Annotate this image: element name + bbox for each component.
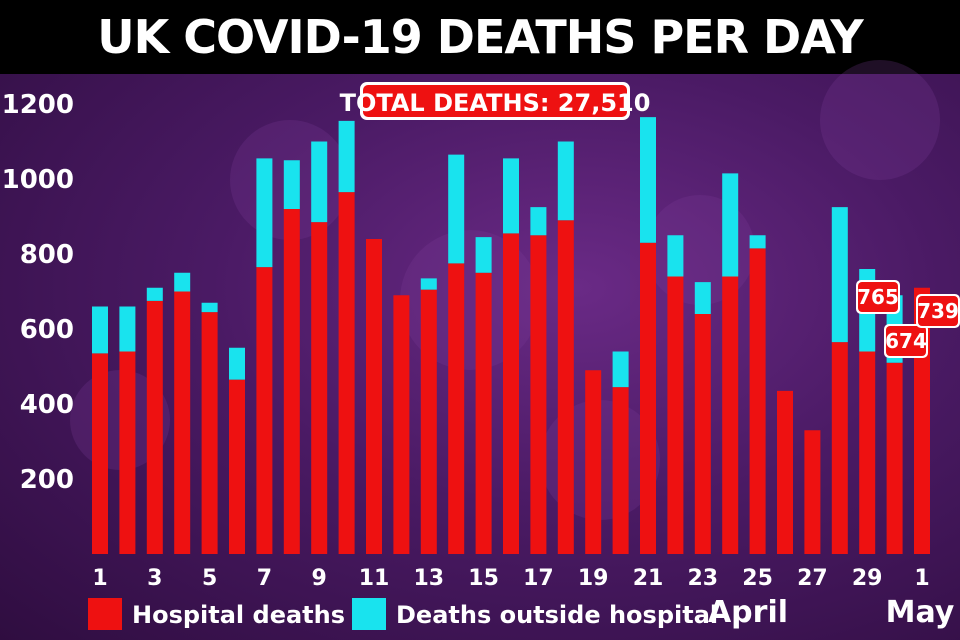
bar-hospital-27 <box>831 342 848 554</box>
y-tick-label-600: 600 <box>20 315 74 345</box>
value-label-29: 674 <box>884 324 928 358</box>
x-tick-label-4: 5 <box>202 566 217 591</box>
value-label-text-30: 739 <box>917 299 959 323</box>
bar-hospital-21 <box>667 276 684 554</box>
bar-outside-27 <box>831 207 848 343</box>
bar-hospital-10 <box>366 239 382 554</box>
bar-hospital-13 <box>448 263 465 554</box>
bar-hospital-1 <box>119 351 136 554</box>
bar-outside-16 <box>530 207 547 236</box>
x-tick-label-2: 3 <box>147 566 162 591</box>
bar-outside-17 <box>557 141 574 221</box>
bar-hospital-11 <box>393 295 410 554</box>
bar-hospital-7 <box>283 209 300 554</box>
bar-outside-20 <box>640 117 656 243</box>
bar-outside-23 <box>722 173 739 277</box>
value-label-box-28 <box>858 282 898 312</box>
bar-outside-19 <box>612 351 629 388</box>
callout-box <box>363 85 627 117</box>
bar-hospital-5 <box>229 379 245 554</box>
value-label-text-28: 765 <box>857 285 899 309</box>
bar-outside-24 <box>749 235 766 249</box>
title-bar: UK COVID-19 DEATHS PER DAY <box>0 0 960 74</box>
bar-outside-8 <box>311 141 328 223</box>
bar-hospital-23 <box>722 276 739 554</box>
bar-outside-4 <box>201 302 218 313</box>
bar-hospital-28 <box>859 351 876 554</box>
bar-hospital-6 <box>256 267 273 554</box>
bar-outside-7 <box>283 160 300 209</box>
bar-hospital-0 <box>92 353 108 554</box>
chart-title: UK COVID-19 DEATHS PER DAY <box>97 10 863 64</box>
bar-outside-21 <box>667 235 684 277</box>
bar-outside-6 <box>256 158 273 268</box>
bar-outside-22 <box>694 282 711 314</box>
bar-hospital-17 <box>557 220 574 554</box>
bar-outside-14 <box>475 237 492 273</box>
virus-decoration-3 <box>820 60 940 180</box>
bar-hospital-3 <box>174 291 191 554</box>
bar-outside-5 <box>229 347 245 380</box>
bar-hospital-14 <box>475 272 492 554</box>
bar-hospital-12 <box>420 289 437 554</box>
bar-hospital-18 <box>585 370 602 554</box>
month-label-april: April <box>708 595 788 630</box>
value-label-30: 739 <box>916 294 960 328</box>
value-label-box-29 <box>886 326 926 356</box>
legend-label-0: Hospital deaths <box>132 601 345 629</box>
x-tick-label-22: 23 <box>687 566 718 591</box>
bar-hospital-25 <box>777 390 793 554</box>
x-tick-label-16: 17 <box>523 566 554 591</box>
bar-outside-3 <box>174 272 191 292</box>
bar-hospital-15 <box>503 233 519 554</box>
y-tick-label-200: 200 <box>20 465 74 495</box>
x-tick-label-10: 11 <box>359 566 390 591</box>
x-tick-label-14: 15 <box>468 566 499 591</box>
x-tick-label-0: 1 <box>92 566 107 591</box>
value-label-28: 765 <box>856 280 900 314</box>
y-tick-label-800: 800 <box>20 240 74 270</box>
x-tick-label-6: 7 <box>257 566 272 591</box>
value-label-text-29: 674 <box>885 329 927 353</box>
x-tick-label-26: 27 <box>797 566 828 591</box>
y-tick-label-1000: 1000 <box>2 165 74 195</box>
bar-outside-12 <box>420 278 437 290</box>
bar-hospital-26 <box>804 430 821 554</box>
bar-outside-2 <box>146 287 163 301</box>
x-tick-label-8: 9 <box>312 566 327 591</box>
bar-hospital-20 <box>640 242 656 554</box>
x-tick-label-20: 21 <box>633 566 664 591</box>
bar-hospital-4 <box>201 312 218 554</box>
bar-hospital-19 <box>612 387 629 554</box>
y-tick-label-1200: 1200 <box>2 90 74 120</box>
x-tick-label-24: 25 <box>742 566 773 591</box>
bar-hospital-9 <box>338 192 355 554</box>
y-tick-label-400: 400 <box>20 390 74 420</box>
legend-swatch-0 <box>88 598 122 630</box>
x-tick-label-30: 1 <box>914 566 929 591</box>
value-label-box-30 <box>918 296 958 326</box>
bar-outside-1 <box>119 306 136 352</box>
bar-hospital-22 <box>694 314 711 554</box>
total-deaths-callout: TOTAL DEATHS: 27,510 <box>340 82 651 120</box>
bar-hospital-29 <box>886 362 903 554</box>
bar-outside-0 <box>92 306 108 354</box>
bar-hospital-2 <box>146 300 163 554</box>
legend-label-1: Deaths outside hospital <box>396 601 718 629</box>
bar-hospital-16 <box>530 235 547 554</box>
callout-text: TOTAL DEATHS: 27,510 <box>340 89 651 117</box>
bar-hospital-24 <box>749 248 766 554</box>
month-label-may: May <box>886 595 955 630</box>
x-tick-label-12: 13 <box>413 566 444 591</box>
bar-outside-13 <box>448 154 465 264</box>
bar-outside-9 <box>338 120 355 193</box>
x-tick-label-18: 19 <box>578 566 609 591</box>
bar-outside-15 <box>503 158 519 234</box>
legend-swatch-1 <box>352 598 386 630</box>
x-tick-label-28: 29 <box>852 566 883 591</box>
bar-hospital-8 <box>311 222 328 554</box>
